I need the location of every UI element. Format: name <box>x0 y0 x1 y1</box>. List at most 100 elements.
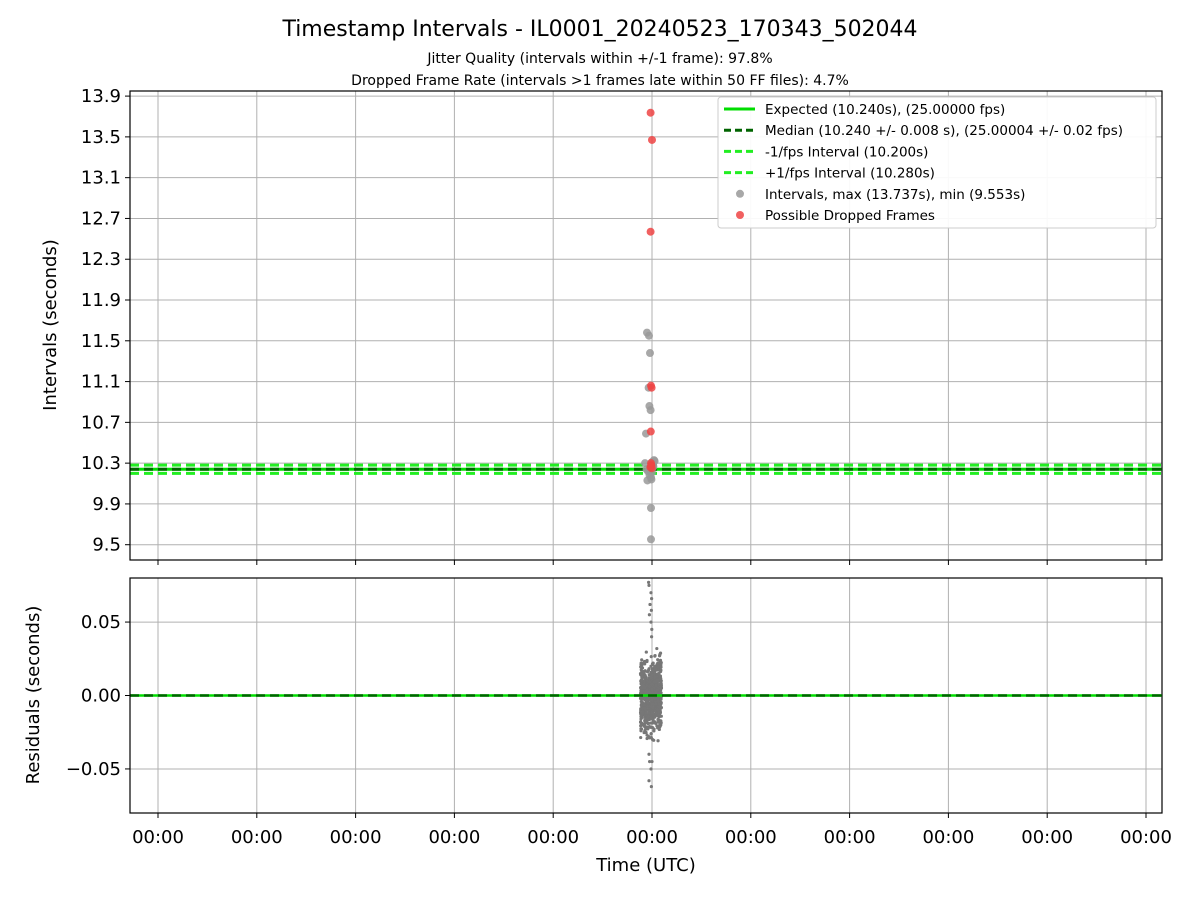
residual-point <box>640 686 644 690</box>
residual-point <box>649 608 654 612</box>
residual-point <box>656 739 660 743</box>
residual-point <box>646 715 650 719</box>
legend-entry-label: Possible Dropped Frames <box>765 208 935 224</box>
top-gridlines <box>130 91 1162 560</box>
dropped-frame-point <box>648 135 656 144</box>
residual-point <box>656 726 660 730</box>
dropped-frame-point <box>647 462 656 471</box>
x-tick-label: 00:00 <box>428 827 480 848</box>
residual-point <box>645 733 649 737</box>
dropped-frame-point <box>646 227 655 236</box>
residual-point <box>645 704 649 709</box>
residual-point <box>650 725 655 730</box>
residual-point <box>652 729 656 733</box>
legend-entry-label: Intervals, max (13.737s), min (9.553s) <box>765 187 1025 203</box>
bottom-x-axis-ticks: 00:00 00:00 00:00 00:00 00:00 00:00 00:00 00:00… <box>132 813 1172 848</box>
x-tick-label: 00:00 <box>231 827 283 848</box>
residual-point <box>639 665 643 669</box>
residual-point <box>658 665 663 669</box>
residual-point <box>659 668 663 672</box>
residual-point <box>659 719 663 723</box>
top-y-axis-label: Intervals (seconds) <box>40 239 61 411</box>
bottom-y-tick-label: 0.05 <box>81 612 121 633</box>
residual-point <box>643 690 647 694</box>
top-y-tick-label: 10.3 <box>81 453 121 474</box>
residual-point <box>655 688 660 692</box>
residual-point <box>649 591 653 595</box>
residual-point <box>638 720 643 724</box>
residual-point <box>656 699 660 704</box>
residual-point <box>644 720 648 724</box>
x-tick-label: 00:00 <box>1021 827 1073 848</box>
interval-point <box>643 476 652 485</box>
residual-point <box>639 735 643 740</box>
bottom-y-axis-ticks: −0.05 0.00 0.05 <box>66 612 130 780</box>
top-y-tick-label: 11.9 <box>81 290 121 311</box>
dropped-frame-point <box>647 383 656 392</box>
legend-entry-label: +1/fps Interval (10.280s) <box>765 166 935 182</box>
residual-point <box>657 702 661 706</box>
x-tick-label: 00:00 <box>626 827 678 848</box>
residual-point <box>644 727 648 731</box>
residual-point <box>659 714 663 718</box>
residual-point <box>650 702 655 706</box>
residual-point <box>640 672 644 676</box>
residual-point <box>647 680 652 684</box>
residual-point <box>649 664 653 668</box>
residual-point <box>645 736 649 741</box>
residual-point <box>642 722 647 726</box>
residual-point <box>639 691 643 695</box>
residual-point <box>651 706 655 710</box>
dropped-frame-point <box>646 108 655 117</box>
residual-point <box>653 697 657 701</box>
residual-point <box>640 712 644 716</box>
residual-point <box>646 709 651 713</box>
residual-point <box>656 720 660 724</box>
bottom-y-tick-label: 0.00 <box>81 686 121 707</box>
residual-point <box>651 738 655 742</box>
interval-point <box>647 535 655 544</box>
residual-point <box>658 652 662 657</box>
residual-point <box>648 602 652 607</box>
residual-point <box>650 596 654 601</box>
residual-point <box>650 759 654 764</box>
chart-subtitle-line-1: Jitter Quality (intervals within +/-1 fr… <box>426 51 772 67</box>
top-y-tick-label: 11.1 <box>81 372 121 393</box>
legend-entry-label: Expected (10.240s), (25.00000 fps) <box>765 102 1005 118</box>
bottom-scatter-points <box>638 580 664 789</box>
residual-point <box>640 701 645 705</box>
residual-point <box>649 676 653 680</box>
residual-point <box>658 658 663 662</box>
residual-point <box>644 730 648 735</box>
residual-point <box>649 784 654 789</box>
top-y-tick-label: 13.5 <box>81 127 121 148</box>
residual-point <box>653 653 657 658</box>
residual-point <box>640 683 644 687</box>
residual-point <box>647 685 652 689</box>
residual-point <box>647 613 652 617</box>
residual-point <box>642 669 646 674</box>
residual-point <box>658 674 663 678</box>
x-tick-label: 00:00 <box>527 827 579 848</box>
residual-point <box>649 721 653 725</box>
residual-point <box>649 767 653 771</box>
residual-point <box>645 658 649 663</box>
top-y-tick-label: 13.1 <box>81 168 121 189</box>
top-y-tick-label: 12.7 <box>81 208 121 229</box>
top-x-axis-ticks <box>157 560 1147 565</box>
top-y-tick-label: 12.3 <box>81 249 121 270</box>
dropped-frame-point <box>646 427 655 436</box>
residual-point <box>648 759 652 764</box>
residual-point <box>659 682 663 686</box>
top-y-tick-label: 10.7 <box>81 412 121 433</box>
residual-point <box>649 620 653 624</box>
residual-point <box>654 702 658 706</box>
legend: Expected (10.240s), (25.00000 fps) Median… <box>717 96 1157 229</box>
residual-point <box>657 705 661 709</box>
residual-point <box>654 721 658 725</box>
residual-point <box>639 727 644 731</box>
residual-point <box>650 711 654 715</box>
x-tick-label: 00:00 <box>330 827 382 848</box>
top-plot-frame <box>129 90 1163 561</box>
